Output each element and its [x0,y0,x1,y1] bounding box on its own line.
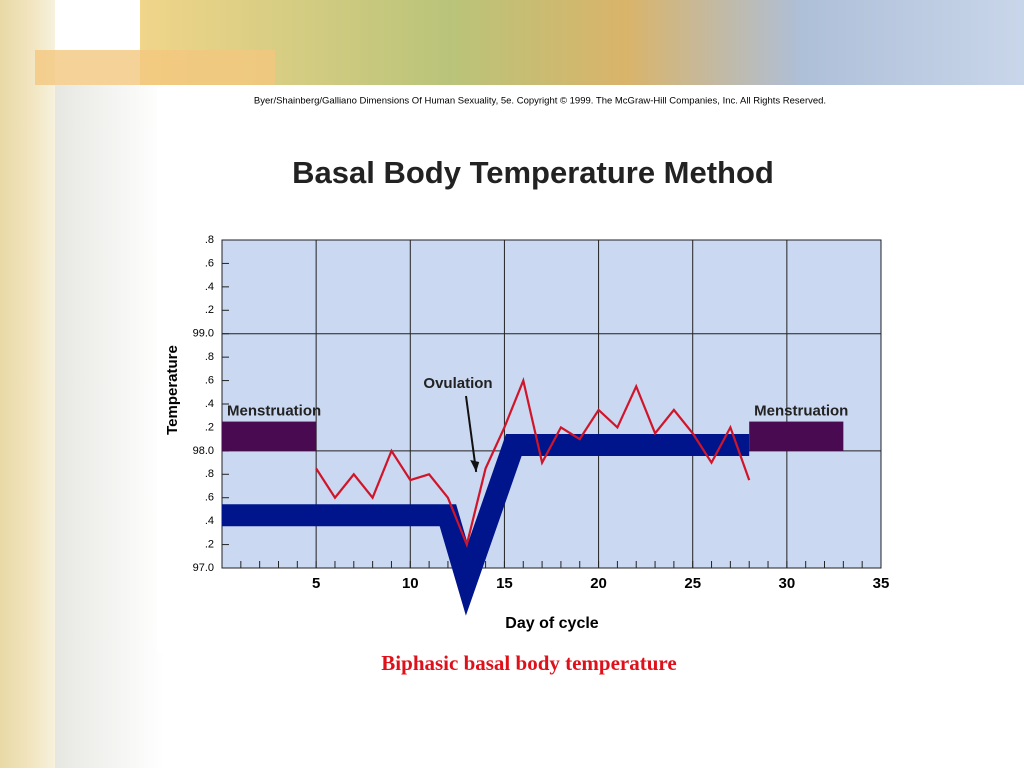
y-tick-label: 98.0 [193,445,214,457]
temperature-line [315,376,751,549]
y-tick-label: .2 [205,538,214,550]
top-banner-strip [35,50,275,85]
y-tick-label: 97.0 [193,562,214,574]
x-tick-label: 25 [684,575,701,592]
y-tick-label: .2 [205,304,214,316]
y-tick-label: .4 [205,281,214,293]
chart-title: Basal Body Temperature Method [292,155,774,190]
plot: 97.0 .2 .4 .6 .8 98.0 .2 .4 .6 .8 99.0 .2 .4 .6 .8 5 10 1… [193,234,890,616]
y-tick-label: .2 [205,421,214,433]
trend-band [222,434,750,616]
period-bar [222,421,317,451]
annotation-label: Ovulation [423,375,492,392]
x-axis-label: Day of cycle [505,615,598,632]
side-texture [0,0,55,768]
top-banner [140,0,1024,85]
caption: Biphasic basal body temperature [381,651,676,675]
annotation-arrow [465,395,478,473]
x-tick-label: 30 [779,575,796,592]
x-tick-label: 20 [590,575,607,592]
y-tick-label: .4 [205,398,214,410]
period-label: Menstruation [754,403,848,420]
y-tick-label: .8 [205,468,214,480]
x-tick-label: 35 [873,575,890,592]
y-tick-label: .6 [205,374,214,386]
x-tick-label: 5 [312,575,320,592]
period-label: Menstruation [227,403,321,420]
side-shade [55,85,165,768]
y-tick-label: .6 [205,492,214,504]
x-tick-label: 15 [496,575,513,592]
y-tick-label: .8 [205,234,214,246]
y-tick-label: .8 [205,351,214,363]
source-credit: Byer/Shainberg/Galliano Dimensions Of Hu… [254,96,826,107]
period-bar [749,421,844,451]
y-tick-label: 99.0 [193,328,214,340]
annotation-arrowhead [470,459,480,472]
y-tick-label: .4 [205,515,214,527]
x-tick-label: 10 [402,575,419,592]
y-axis-label: Temperature [164,345,181,435]
y-tick-label: .6 [205,257,214,269]
